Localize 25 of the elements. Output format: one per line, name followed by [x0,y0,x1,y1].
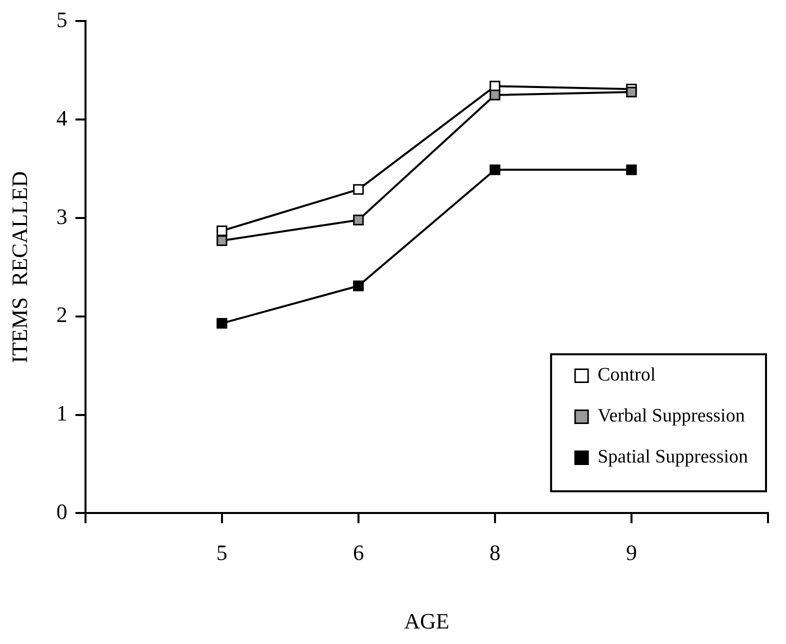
point [626,164,637,176]
legend-label: Spatial Suppression [598,446,748,468]
y-tick-label: 1 [56,400,68,426]
y-tick-label: 2 [56,302,68,328]
x-tick-label: 6 [352,540,364,566]
point [353,214,364,226]
point [216,225,228,236]
x-tick-label: 8 [489,540,500,566]
legend-label: Verbal Suppression [598,406,746,427]
y-tick-label: 0 [56,498,68,524]
point [216,235,228,246]
y-tick-label: 5 [56,6,68,32]
x-tick-label: 5 [216,540,228,566]
y-axis-title: ITEMS RECALLED [6,171,32,364]
point [353,184,364,195]
x-axis-title: AGE [404,608,450,634]
point [626,86,637,98]
point [216,318,228,329]
point [353,280,364,292]
point [490,164,500,176]
point [490,90,500,100]
x-tick-label: 9 [626,540,637,566]
y-tick-label: 4 [56,105,68,130]
legend-label: Control [598,364,656,386]
y-tick-label: 3 [56,204,68,229]
